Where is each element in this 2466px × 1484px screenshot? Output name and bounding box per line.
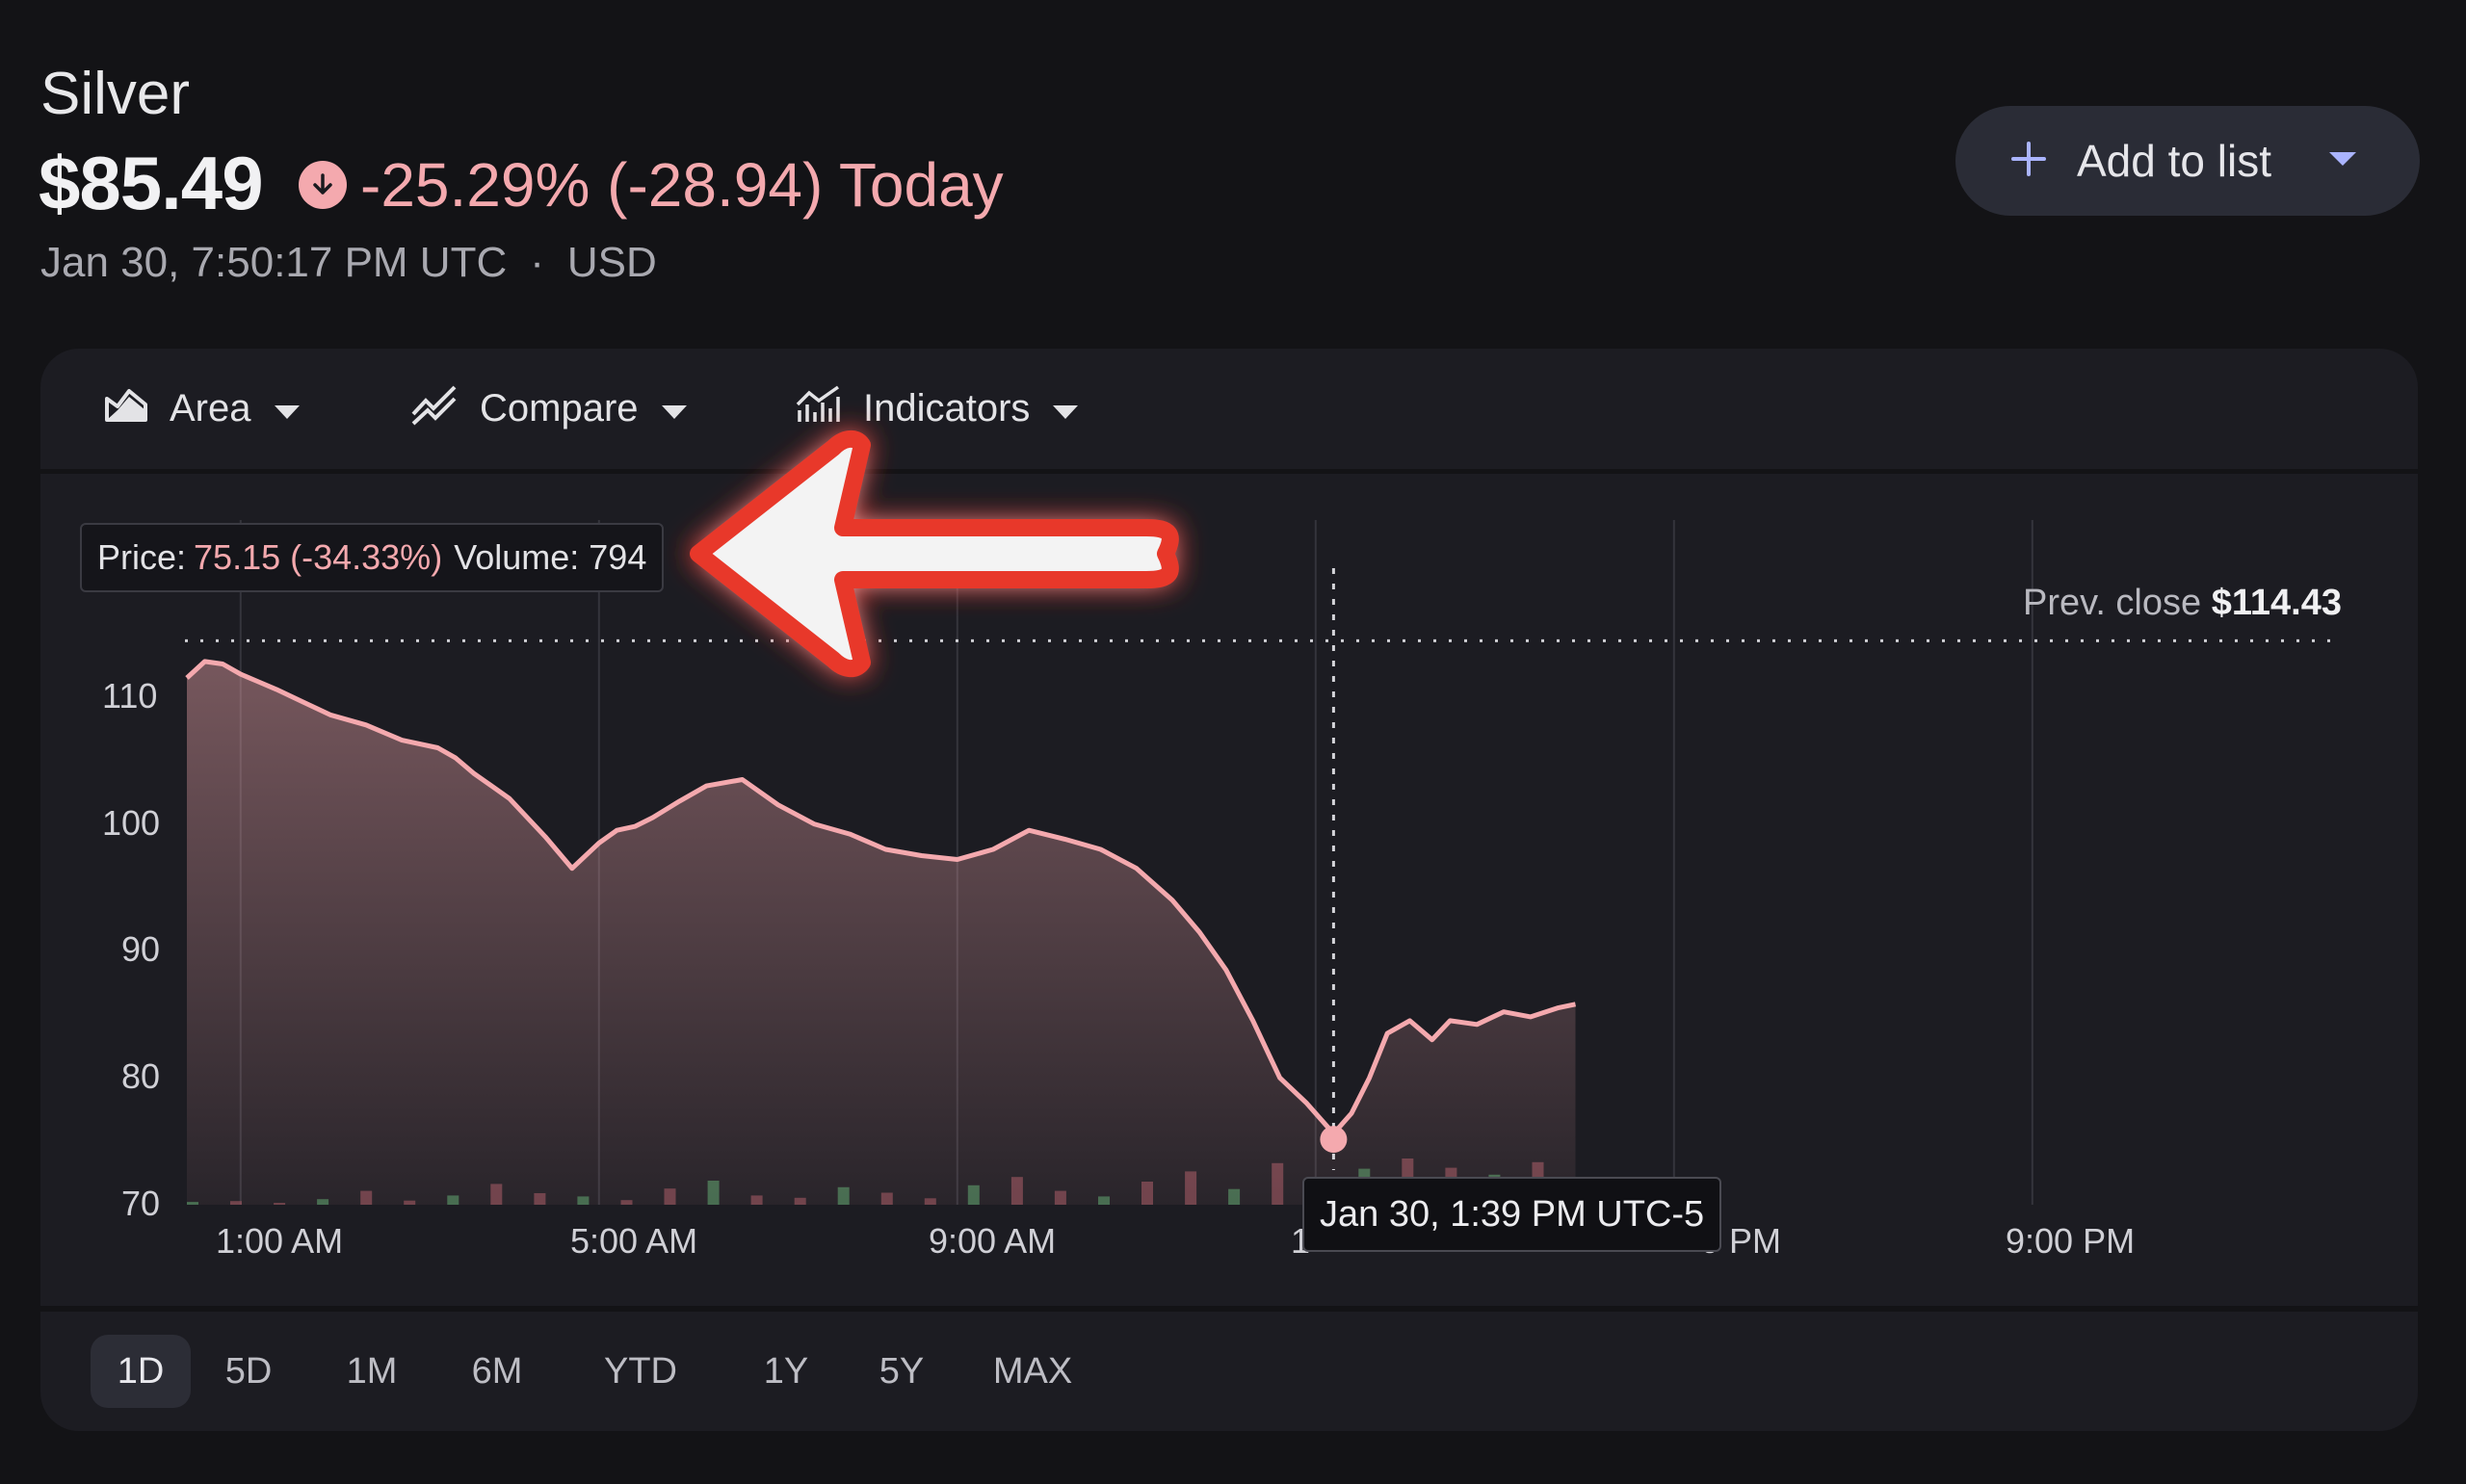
- range-5y[interactable]: 5Y: [879, 1350, 925, 1392]
- range-1y[interactable]: 1Y: [763, 1350, 809, 1392]
- compare-icon: [410, 383, 459, 435]
- prev-close-value: $114.43: [2211, 583, 2342, 623]
- y-tick-label: 90: [121, 929, 161, 970]
- prev-close: Prev. close $114.43: [2023, 583, 2342, 624]
- chart-type-button[interactable]: Area: [104, 349, 302, 469]
- volume-label: Volume:: [454, 537, 580, 577]
- prev-close-label: Prev. close: [2023, 583, 2202, 623]
- x-tick-label: 1:00 AM: [216, 1221, 344, 1261]
- range-1m[interactable]: 1M: [346, 1350, 398, 1392]
- price-value: 75.15 (-34.33%): [194, 537, 443, 577]
- add-to-list-label: Add to list: [2077, 136, 2271, 186]
- current-price: $85.49: [39, 141, 264, 225]
- price-volume-tooltip: Price: 75.15 (-34.33%) Volume: 794: [80, 523, 665, 592]
- compare-button[interactable]: Compare: [410, 349, 689, 469]
- left-arrow-annotation: [690, 430, 1179, 678]
- x-tick-label: 5:00 AM: [570, 1221, 698, 1261]
- price-label: Price:: [97, 537, 187, 577]
- y-tick-label: 80: [121, 1056, 161, 1097]
- hover-point: [1320, 1126, 1348, 1154]
- meta-separator: ·: [530, 239, 544, 286]
- x-tick-label: 9:00 PM: [2006, 1221, 2136, 1261]
- caret-down-icon: [273, 387, 302, 430]
- arrow-down-circle-icon: [299, 161, 347, 209]
- plus-icon: [2009, 140, 2048, 183]
- caret-down-icon[interactable]: [2327, 149, 2358, 173]
- y-tick-label: 110: [102, 675, 158, 716]
- indicators-label: Indicators: [863, 387, 1031, 430]
- price-line: [185, 659, 1577, 1136]
- hover-time-tooltip: Jan 30, 1:39 PM UTC-5: [1302, 1177, 1722, 1252]
- range-6m[interactable]: 6M: [471, 1350, 523, 1392]
- add-to-list-button[interactable]: Add to list: [1955, 106, 2420, 216]
- asset-name: Silver: [40, 61, 191, 127]
- price-area: [187, 661, 1576, 1205]
- indicators-icon: [796, 383, 842, 435]
- quote-meta: Jan 30, 7:50:17 PM UTC · USD: [40, 239, 657, 287]
- range-1d[interactable]: 1D: [91, 1335, 191, 1408]
- caret-down-icon: [1051, 387, 1080, 430]
- x-tick-label: 9:00 AM: [929, 1221, 1057, 1261]
- chart-type-label: Area: [170, 387, 251, 430]
- price-change: -25.29% (-28.94) Today: [299, 149, 1004, 221]
- caret-down-icon: [660, 387, 689, 430]
- area-chart-icon: [104, 385, 148, 433]
- compare-label: Compare: [480, 387, 639, 430]
- y-tick-label: 70: [121, 1184, 161, 1223]
- indicators-button[interactable]: Indicators: [796, 349, 1080, 469]
- change-text: -25.29% (-28.94) Today: [360, 150, 1004, 220]
- time-range-bar: 1D 5D 1M 6M YTD 1Y 5Y MAX: [40, 1312, 2418, 1431]
- currency: USD: [566, 239, 657, 286]
- range-max[interactable]: MAX: [992, 1350, 1073, 1392]
- quote-timestamp: Jan 30, 7:50:17 PM UTC: [40, 239, 508, 286]
- range-ytd[interactable]: YTD: [604, 1350, 677, 1392]
- chart-toolbar: Area Compare Indicators: [40, 349, 2418, 469]
- y-tick-label: 100: [102, 802, 161, 843]
- volume-value: 794: [589, 537, 647, 577]
- range-5d[interactable]: 5D: [224, 1350, 273, 1392]
